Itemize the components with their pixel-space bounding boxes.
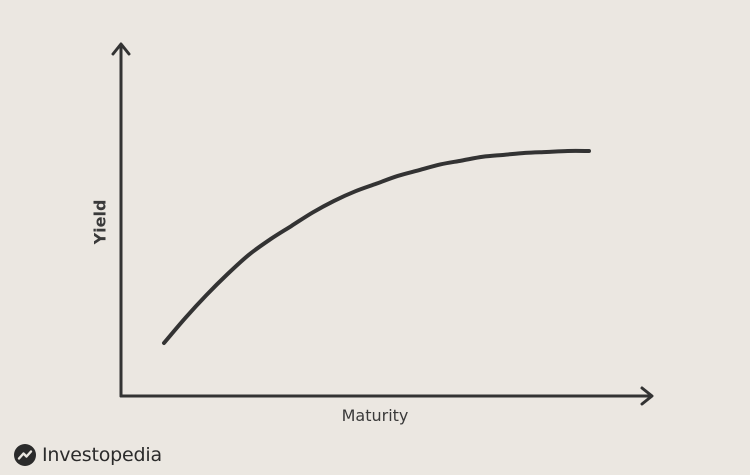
investopedia-logo-icon (14, 444, 36, 466)
x-axis-arrowhead (640, 386, 654, 406)
axes (111, 42, 654, 406)
brand-name: Investopedia (42, 444, 162, 466)
y-axis-arrowhead (111, 42, 131, 56)
y-axis-label: Yield (90, 199, 110, 245)
x-axis-label: Maturity (341, 406, 409, 425)
series-layer (162, 148, 591, 345)
brand-logo: Investopedia (14, 441, 162, 469)
yield-curve-line-0 (162, 148, 591, 345)
